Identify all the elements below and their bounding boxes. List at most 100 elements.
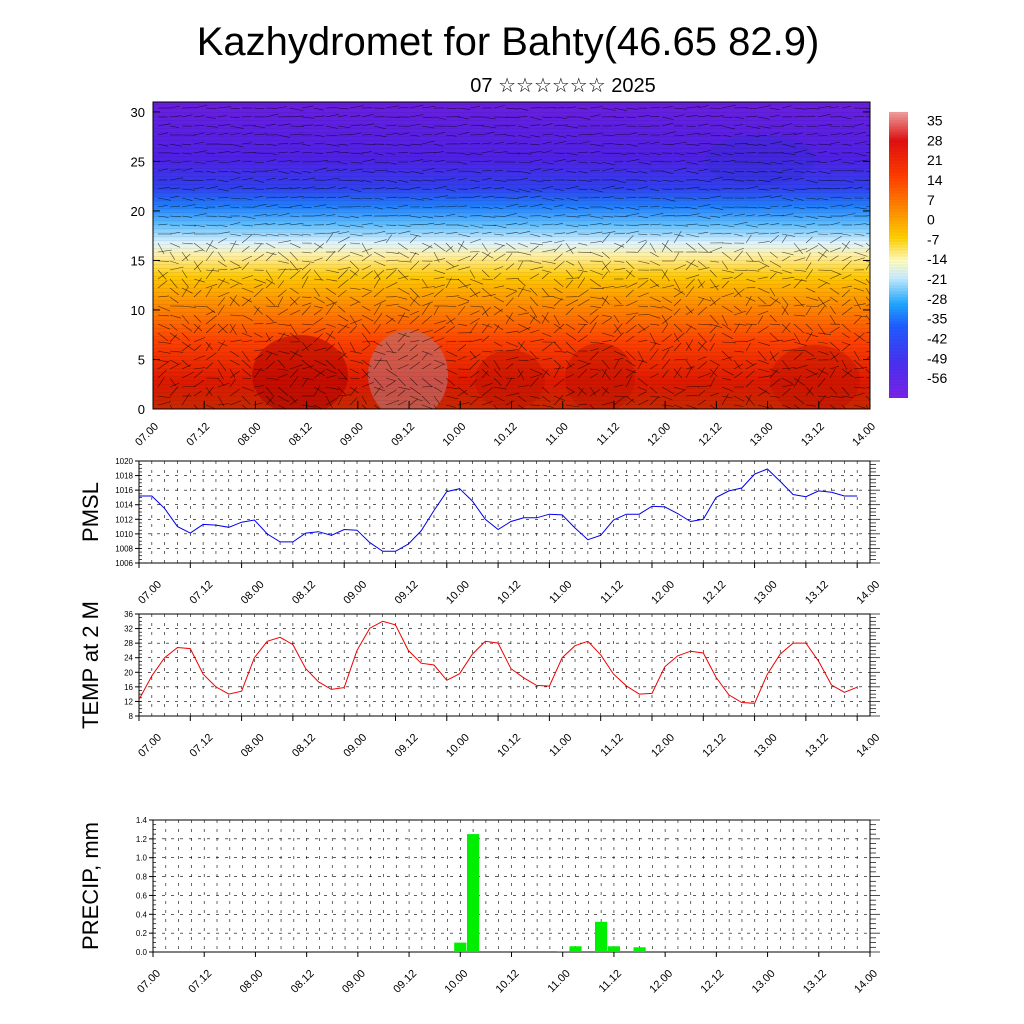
wind-vector <box>289 364 303 370</box>
wind-vector <box>241 245 250 253</box>
wind-vector <box>709 233 723 235</box>
wind-vector <box>589 106 603 109</box>
x-tick-label: 09.12 <box>391 968 419 996</box>
wind-vector <box>397 400 407 406</box>
wind-vector <box>337 279 349 289</box>
wind-vector <box>253 306 260 316</box>
wind-vector <box>217 170 229 173</box>
wind-vector <box>289 268 302 271</box>
wind-vector <box>229 233 241 236</box>
wind-vector <box>193 289 202 298</box>
wind-vector <box>409 134 420 137</box>
wind-vector <box>241 161 253 163</box>
wind-vector <box>445 359 457 362</box>
wind-vector <box>817 323 826 335</box>
wind-vector <box>433 359 446 365</box>
wind-vector <box>673 366 682 379</box>
wind-vector <box>565 106 577 109</box>
wind-vector <box>745 323 753 334</box>
wind-vector <box>457 215 468 218</box>
wind-vector <box>229 132 241 136</box>
wind-vector <box>265 152 277 155</box>
wind-vector <box>853 376 864 379</box>
wind-vector <box>313 115 325 118</box>
wind-vector <box>697 224 710 227</box>
wind-vector <box>241 152 256 154</box>
wind-vector <box>493 224 507 229</box>
wind-vector <box>217 132 229 136</box>
wind-vector <box>205 404 216 409</box>
wind-vector <box>577 324 586 334</box>
wind-vector <box>697 267 710 271</box>
wind-vector <box>529 314 541 324</box>
wind-vector <box>457 143 468 145</box>
wind-vector <box>661 122 674 127</box>
wind-vector <box>277 251 290 261</box>
wind-vector <box>457 266 471 271</box>
wind-vector <box>325 330 334 343</box>
wind-vector <box>169 115 182 118</box>
wind-vector <box>685 359 693 371</box>
wind-vector <box>433 185 448 190</box>
wind-vector <box>577 298 590 307</box>
wind-vector <box>709 215 721 218</box>
y-tick-label: 24 <box>124 654 133 663</box>
wind-vector <box>205 386 214 397</box>
wind-vector <box>301 186 316 190</box>
wind-vector <box>169 296 179 304</box>
wind-vector <box>445 277 452 289</box>
wind-vector <box>241 359 252 369</box>
wind-vector <box>265 169 278 172</box>
wind-vector <box>361 270 373 280</box>
wind-vector <box>637 241 648 253</box>
wind-vector <box>541 249 556 253</box>
wind-vector <box>193 260 204 271</box>
wind-vector <box>745 234 752 244</box>
wind-vector <box>865 247 870 253</box>
wind-vector <box>493 142 504 145</box>
wind-vector <box>481 150 495 154</box>
wind-vector <box>445 341 457 343</box>
wind-vector <box>841 256 852 262</box>
wind-vector <box>529 357 540 361</box>
wind-vector <box>601 143 614 145</box>
wind-vector <box>205 315 217 325</box>
wind-vector <box>313 296 325 304</box>
wind-vector <box>769 314 777 323</box>
wind-vector <box>709 107 722 109</box>
x-tick-label: 10.12 <box>494 968 522 996</box>
wind-vector <box>373 341 383 347</box>
wind-vector <box>337 224 351 228</box>
wind-vector <box>625 282 638 289</box>
wind-vector <box>217 150 231 154</box>
wind-vector <box>157 132 169 136</box>
wind-vector <box>757 116 770 120</box>
wind-vector <box>685 339 694 352</box>
wind-vector <box>193 277 202 289</box>
wind-vector <box>217 359 227 372</box>
wind-vector <box>577 388 584 397</box>
wind-vector <box>685 278 695 289</box>
wind-vector <box>361 214 373 217</box>
wind-vector <box>517 152 532 155</box>
wind-vector <box>553 298 563 307</box>
wind-vector <box>673 141 687 145</box>
wind-vector <box>397 389 406 397</box>
wind-vector <box>397 343 406 352</box>
wind-vector <box>553 323 563 330</box>
x-tick-label: 09.00 <box>341 732 369 760</box>
wind-vector <box>529 260 542 264</box>
wind-vector <box>169 215 182 218</box>
wind-vector <box>385 377 397 382</box>
wind-vector <box>661 296 673 303</box>
wind-vector <box>553 158 566 163</box>
wind-vector <box>421 106 436 109</box>
wind-vector <box>829 170 842 172</box>
wind-vector <box>205 310 215 316</box>
wind-vector <box>517 286 525 298</box>
wind-vector <box>793 314 806 317</box>
wind-vector <box>553 134 567 138</box>
wind-vector <box>481 116 496 120</box>
wind-vector <box>289 196 304 199</box>
wind-vector <box>565 224 579 228</box>
